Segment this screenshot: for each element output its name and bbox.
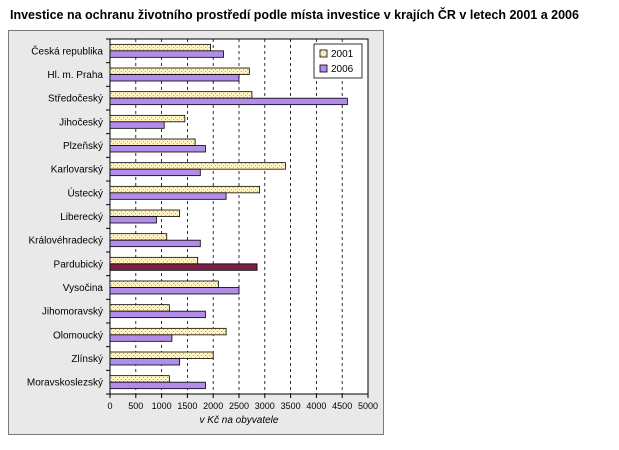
bar-2006 [109,287,240,295]
x-tick-label: 1500 [177,401,197,411]
bar-2006 [109,239,201,248]
bar-2006 [109,97,348,106]
plot-area: 0 500 1000 1500 2000 2500 3000 3500 4000 4500 5000… [27,38,378,426]
bar-2006 [109,216,157,224]
bar-2001 [109,233,168,241]
bar-2006 [109,121,165,129]
bar-2006 [109,145,206,153]
category-label: Liberecký [60,212,103,223]
bar-2001 [109,91,253,99]
legend-swatch-2006 [319,64,328,73]
bar-2006 [109,50,224,58]
bar-2006 [109,381,206,390]
bar-2001 [109,256,199,265]
bar-2001 [109,209,181,217]
x-tick-label: 500 [128,401,143,411]
category-label: Moravskoslezský [27,378,103,389]
category-label: Česká republika [31,44,103,57]
category-label: Zlínský [71,354,103,365]
x-axis-label: v Kč na obyvatele [200,415,279,426]
bar-2001 [109,304,170,312]
legend-label-2001: 2001 [331,49,354,60]
bar-2001 [109,280,219,288]
chart-svg: 0 500 1000 1500 2000 2500 3000 3500 4000 4500 5000… [27,38,378,426]
x-tick-label: 2000 [203,401,223,411]
bar-2001 [109,185,261,194]
bar-2006 [109,310,206,319]
x-tick-label: 1000 [152,401,172,411]
category-label: Vysočina [63,283,104,294]
x-tick-label: 3500 [281,401,301,411]
category-label: Ústecký [67,186,103,199]
legend-label-2006: 2006 [331,64,354,75]
chart-title: Investice na ochranu životního prostředí… [10,8,579,22]
bar-2001 [109,375,170,383]
x-tick-label: 3000 [255,401,275,411]
category-label: Středočeský [48,94,103,105]
x-tick-label: 2500 [229,401,249,411]
category-label: Plzeňský [63,141,103,152]
category-label: Hl. m. Praha [47,70,103,81]
category-label: Jihomoravský [42,307,103,318]
x-tick-label: 0 [107,401,112,411]
x-tick-label: 5000 [358,401,378,411]
bar-2006 [109,74,240,82]
category-label: Olomoucký [53,330,103,341]
bar-2001 [109,43,212,52]
category-label: Karlovarský [51,165,103,176]
category-label: Pardubický [54,259,103,270]
x-tick-label: 4500 [332,401,352,411]
bar-2001 [109,138,196,146]
bar-2006 [109,334,173,342]
bar-2001 [109,162,286,170]
bar-2006 [109,192,227,200]
category-label: Královéhradecký [29,236,103,247]
bar-2006 [109,263,258,271]
bar-2006 [109,358,181,366]
bar-2006 [109,168,201,177]
bar-2001 [109,67,250,75]
legend-swatch-2001 [319,49,328,58]
category-label: Jihočeský [59,117,103,128]
x-tick-label: 4000 [306,401,326,411]
chart-frame: 0 500 1000 1500 2000 2500 3000 3500 4000 4500 5000… [8,30,384,435]
bar-2001 [109,327,227,336]
bar-2001 [109,351,214,359]
bar-2001 [109,114,186,123]
